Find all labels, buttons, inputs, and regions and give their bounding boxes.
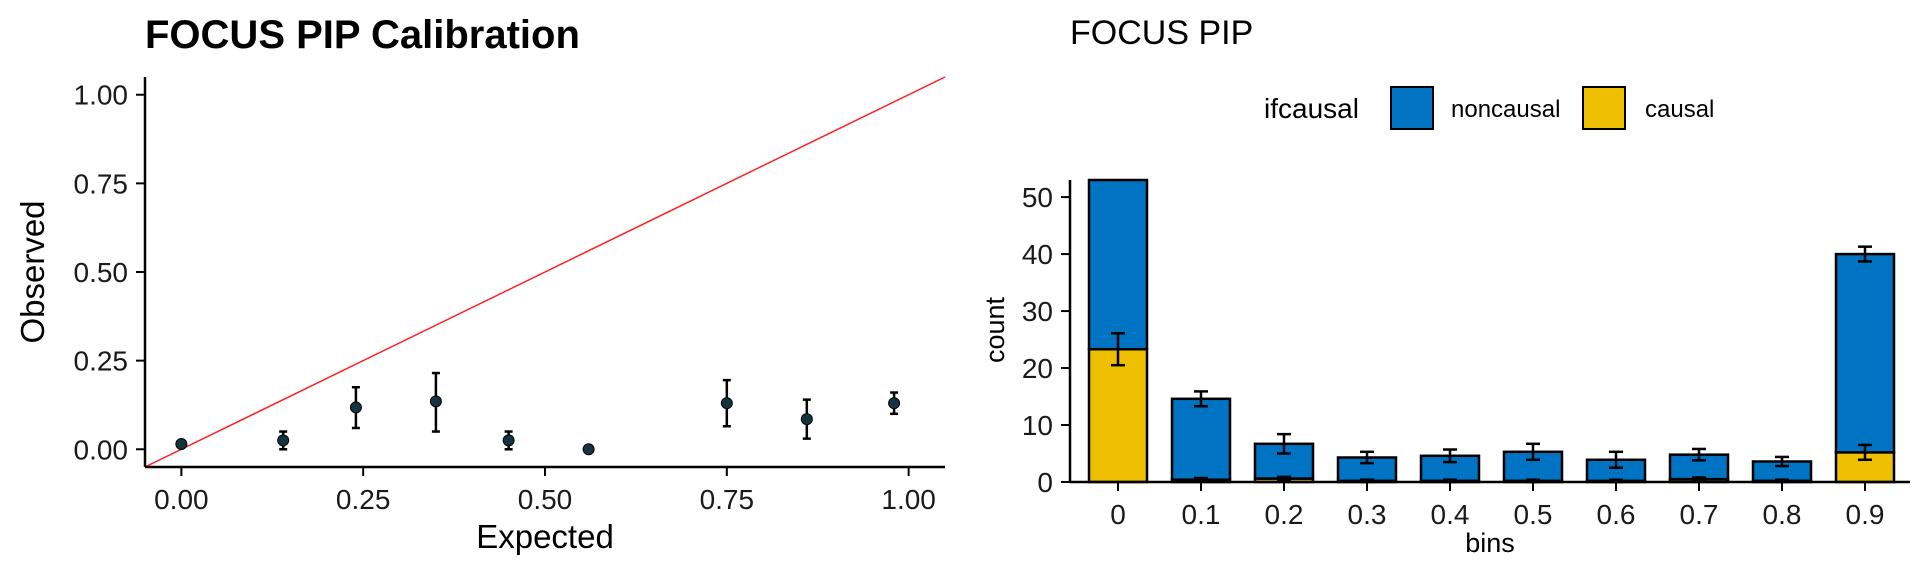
calibration-x-title: Expected — [476, 518, 614, 555]
legend-title: ifcausal — [1264, 93, 1359, 124]
x-tick-label: 0 — [1110, 499, 1126, 530]
bar-noncausal — [1087, 178, 1149, 351]
x-tick-label: 0.8 — [1763, 499, 1802, 530]
legend-label-causal: causal — [1645, 96, 1714, 123]
x-tick-label: 0.9 — [1846, 499, 1885, 530]
calibration-x-ticks: 0.00 0.25 0.50 0.75 1.00 — [154, 467, 936, 515]
x-tick-label: 0.3 — [1348, 499, 1387, 530]
histogram-plot-area — [1087, 178, 1896, 484]
legend: ifcausal noncausal causal — [1264, 86, 1714, 130]
x-tick-label: 0.6 — [1597, 499, 1636, 530]
bar-noncausal — [1834, 252, 1896, 454]
error-bar-noncausal — [1277, 432, 1291, 455]
error-bar-causal — [1277, 475, 1291, 482]
error-bar-causal — [1111, 332, 1125, 367]
x-tick-label: 0.25 — [336, 484, 391, 515]
y-tick-label: 0 — [1037, 467, 1053, 498]
y-tick-label: 30 — [1022, 296, 1053, 327]
x-tick-label: 0.4 — [1431, 499, 1470, 530]
bar-noncausal — [1170, 397, 1232, 481]
histogram-y-title: count — [980, 296, 1010, 363]
histogram-x-ticks: 0 0.1 0.2 0.3 0.4 0.5 0.6 0.7 0.8 0.9 — [1110, 482, 1884, 530]
error-bar-noncausal — [1858, 245, 1872, 263]
x-tick-label: 0.7 — [1680, 499, 1719, 530]
histogram-title: FOCUS PIP — [1070, 14, 1253, 52]
error-bar-noncausal — [1775, 455, 1789, 468]
bar-causal — [1087, 347, 1149, 484]
data-point — [429, 395, 442, 408]
reference-line — [144, 76, 946, 468]
error-bar-causal — [1858, 443, 1872, 462]
y-tick-label: 40 — [1022, 239, 1053, 270]
data-point — [175, 437, 188, 450]
data-point — [349, 401, 362, 414]
y-tick-label: 0.50 — [74, 257, 129, 288]
data-point — [582, 443, 595, 456]
legend-swatch-causal — [1582, 86, 1626, 130]
x-tick-label: 0.5 — [1514, 499, 1553, 530]
y-tick-label: 1.00 — [74, 80, 129, 111]
calibration-y-title: Observed — [14, 200, 51, 343]
histogram-y-ticks: 0 10 20 30 40 50 — [1022, 182, 1070, 498]
y-tick-label: 20 — [1022, 353, 1053, 384]
x-tick-label: 0.75 — [700, 484, 755, 515]
data-point — [800, 413, 813, 426]
histogram-x-title: bins — [1465, 528, 1515, 558]
calibration-y-ticks: 0.00 0.25 0.50 0.75 1.00 — [74, 80, 145, 465]
y-tick-label: 0.75 — [74, 168, 129, 199]
histogram-panel: FOCUS PIP ifcausal noncausal causal 0 0.1… — [980, 14, 1910, 558]
data-point — [277, 434, 290, 447]
error-bar-noncausal — [1692, 447, 1706, 462]
calibration-title: FOCUS PIP Calibration — [145, 13, 580, 57]
y-tick-label: 50 — [1022, 182, 1053, 213]
legend-swatch-noncausal — [1390, 86, 1434, 130]
data-point — [502, 434, 515, 447]
y-tick-label: 10 — [1022, 410, 1053, 441]
legend-label-noncausal: noncausal — [1451, 96, 1560, 123]
x-tick-label: 1.00 — [881, 484, 936, 515]
y-tick-label: 0.00 — [74, 434, 129, 465]
calibration-panel: FOCUS PIP Calibration 0.00 0.25 0.50 0.75 1.… — [14, 13, 946, 555]
error-bar-noncausal — [1194, 390, 1208, 408]
calibration-plot-area — [144, 76, 946, 468]
x-tick-label: 0.50 — [518, 484, 573, 515]
x-tick-label: 0.1 — [1182, 499, 1221, 530]
y-tick-label: 0.25 — [74, 346, 129, 377]
error-bar-noncausal — [1443, 448, 1457, 464]
data-point — [720, 397, 733, 410]
error-bar-noncausal — [1609, 450, 1623, 470]
x-tick-label: 0.2 — [1265, 499, 1304, 530]
error-bar-noncausal — [1360, 450, 1374, 465]
data-point — [888, 397, 901, 410]
error-bar-noncausal — [1526, 442, 1540, 462]
x-tick-label: 0.00 — [154, 484, 209, 515]
